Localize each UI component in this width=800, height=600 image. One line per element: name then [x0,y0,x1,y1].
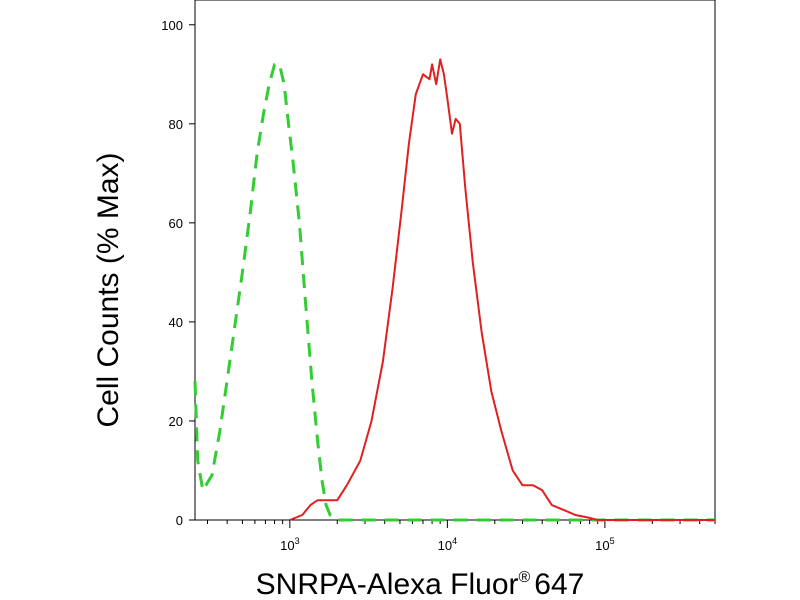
x-tick-label-exponent: 4 [452,536,457,546]
x-tick-label-exponent: 5 [610,536,615,546]
x-tick-label: 104 [438,536,457,553]
x-tick-label: 103 [280,536,299,553]
series-layer [193,58,715,522]
x-tick-label: 105 [595,536,614,553]
y-tick-label: 100 [161,18,183,33]
x-axis-title-main: SNRPA-Alexa Fluor [256,568,519,600]
y-tick-label: 0 [176,513,183,528]
y-tick-label: 80 [169,117,183,132]
y-axis: 0 20 40 60 80 100 [161,18,195,528]
y-tick-label: 20 [169,414,183,429]
y-axis-title: Cell Counts (% Max) [92,152,125,427]
y-tick-label: 40 [169,315,183,330]
x-tick-label-base: 10 [438,538,452,553]
x-axis-title-suffix: 647 [534,568,584,600]
x-axis: 103 104 105 [206,520,716,553]
x-tick-label-base: 10 [280,538,294,553]
x-tick-label-exponent: 3 [295,536,300,546]
x-axis-title-superscript: ® [519,569,531,586]
plot-frame [194,0,716,521]
y-tick-label: 60 [169,216,183,231]
x-tick-label-base: 10 [595,538,609,553]
series-line-isotype-control [193,62,715,522]
x-axis-title: SNRPA-Alexa Fluor® 647 [256,568,585,600]
series-line-stained-sample [289,58,715,521]
